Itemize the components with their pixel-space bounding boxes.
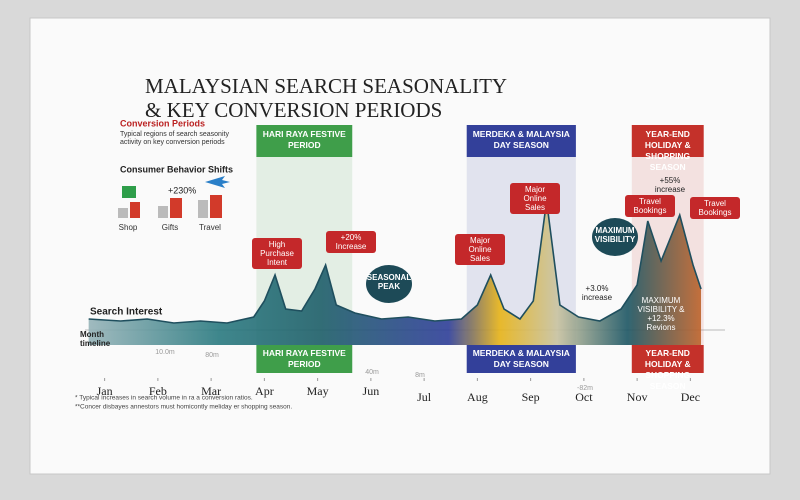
- shift-change: +230%: [168, 185, 196, 195]
- band-header: [631, 125, 704, 157]
- area: [88, 201, 702, 345]
- x-tick-label: May: [307, 384, 329, 398]
- x-tick-label: Jul: [417, 390, 432, 404]
- mini-bar: [118, 208, 128, 218]
- band-header: [466, 125, 576, 157]
- annotation: Travel Bookings: [690, 197, 740, 219]
- band-footer: [256, 345, 353, 373]
- annotation: High Purchase Intent: [252, 238, 302, 269]
- x-tick-label: Aug: [467, 390, 488, 404]
- legend-title: Consumer Behavior Shifts: [120, 164, 233, 174]
- shift-label: Shop: [119, 223, 138, 232]
- x-tick-label: Oct: [575, 390, 593, 404]
- band-footer: [631, 345, 704, 373]
- annotation: Major Online Sales: [510, 183, 560, 214]
- axis-note: 40m: [365, 369, 379, 376]
- annotation: +20% Increase: [326, 231, 376, 253]
- x-tick-label: Mar: [201, 384, 221, 398]
- axis-note: -82m: [577, 385, 593, 392]
- x-tick-label: Dec: [681, 390, 700, 404]
- legend-text: Typical regions of search seasonity acti…: [120, 131, 229, 146]
- axis-note: 10.0m: [155, 349, 175, 356]
- footnote: * Typical increases in search volume in …: [75, 395, 253, 402]
- x-label: Month timeline: [80, 330, 111, 348]
- band-label: YEAR-END HOLIDAY & SHOPPING SEASON: [644, 129, 691, 172]
- band-label: MERDEKA & MALAYSIA DAY SEASON: [472, 129, 570, 150]
- x-tick-label: Apr: [255, 384, 274, 398]
- mini-bar: [170, 198, 182, 218]
- shift-label: Travel: [199, 223, 221, 232]
- mini-bar: [130, 202, 140, 218]
- mini-bar: [198, 200, 208, 218]
- band-label: MERDEKA & MALAYSIA DAY SEASON: [472, 348, 570, 369]
- band-label: HARI RAYA FESTIVE PERIOD: [262, 129, 346, 150]
- annotation: SEASONAL PEAK: [366, 265, 412, 303]
- band-header: [256, 125, 353, 157]
- y-label: Search Interest: [90, 307, 163, 318]
- title: & KEY CONVERSION PERIODS: [145, 98, 442, 122]
- annotation: Travel Bookings: [625, 195, 675, 217]
- title: MALAYSIAN SEARCH SEASONALITY: [145, 74, 507, 98]
- line: [88, 200, 702, 324]
- band-label: YEAR-END HOLIDAY & SHOPPING SEASON: [644, 348, 691, 391]
- x-tick-label: Sep: [522, 390, 540, 404]
- annotation: +3.0% increase: [581, 284, 613, 302]
- band-label: HARI RAYA FESTIVE PERIOD: [262, 348, 346, 369]
- x-tick-label: Jan: [97, 384, 113, 398]
- shift-label: Gifts: [162, 223, 178, 232]
- annotation: +55% increase: [654, 176, 686, 194]
- x-tick-label: Jun: [363, 384, 380, 398]
- x-tick-label: Feb: [149, 384, 167, 398]
- icon: [122, 186, 136, 198]
- mini-bar: [158, 206, 168, 218]
- annotation: Major Online Sales: [455, 234, 505, 265]
- axis-note: 80m: [205, 352, 219, 359]
- x-tick-label: Nov: [627, 390, 648, 404]
- axis-note: 8m: [415, 372, 425, 379]
- annotation: MAXIMUM VISIBILITY & +12.3% Revions: [637, 296, 685, 332]
- icon: [205, 176, 230, 188]
- band-footer: [466, 345, 576, 373]
- legend-title: Conversion Periods: [120, 118, 205, 128]
- annotation: MAXIMUM VISIBILITY: [592, 218, 638, 256]
- footnote: **Concer disbayes annestors must homicon…: [75, 404, 292, 411]
- mini-bar: [210, 195, 222, 218]
